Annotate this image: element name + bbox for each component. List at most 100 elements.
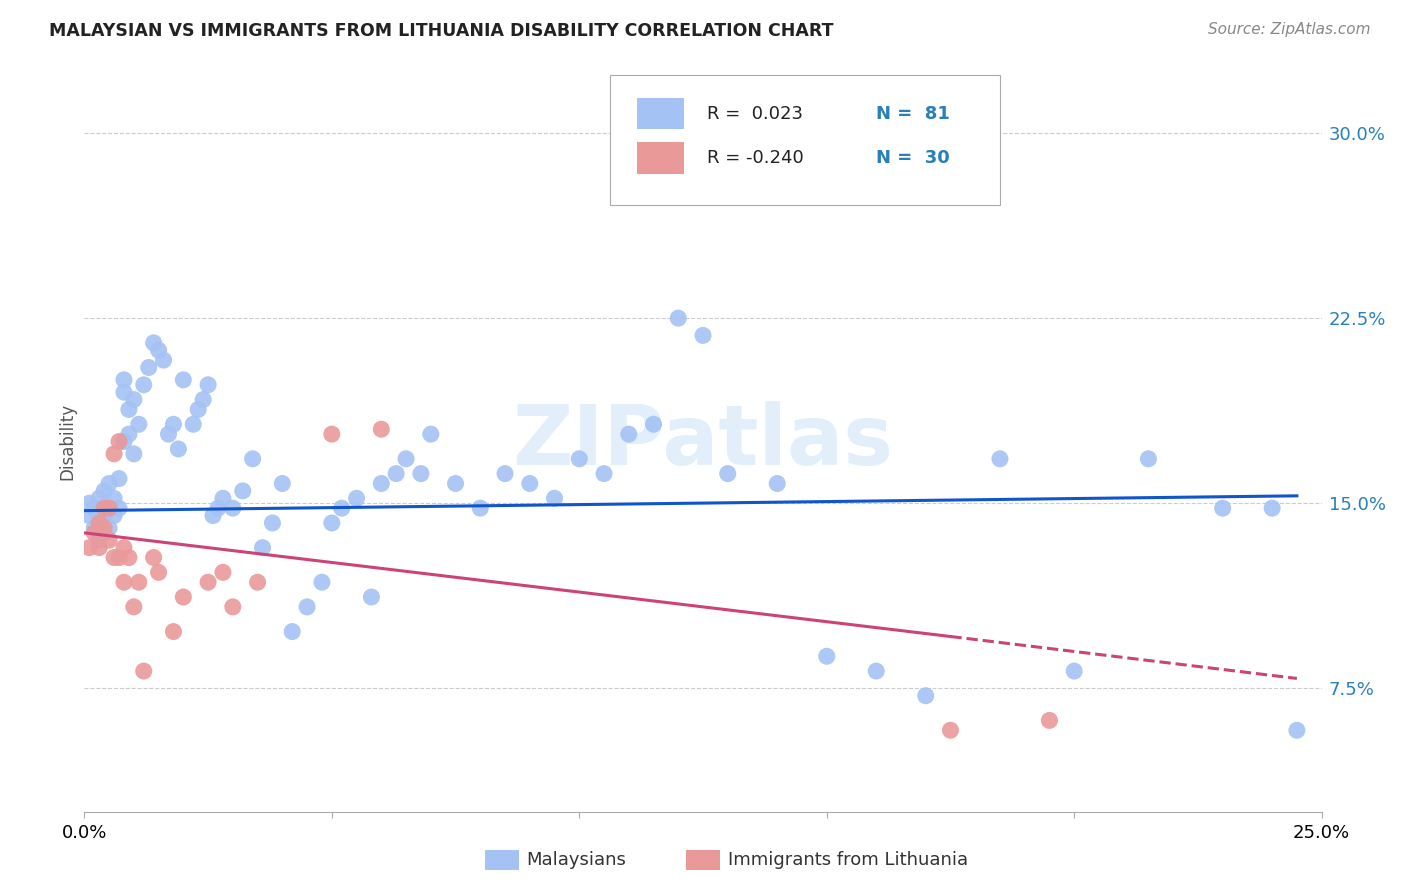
Point xyxy=(212,566,235,580)
Point xyxy=(1137,451,1160,466)
Point xyxy=(98,521,121,535)
Text: N =  30: N = 30 xyxy=(876,149,950,167)
Point xyxy=(865,664,887,678)
Point xyxy=(162,417,184,432)
Point xyxy=(360,590,382,604)
Point xyxy=(89,508,111,523)
Point xyxy=(98,501,121,516)
Point xyxy=(252,541,274,555)
Point xyxy=(311,575,333,590)
Point xyxy=(543,491,565,506)
Point xyxy=(108,434,131,449)
Point xyxy=(118,550,141,565)
Point xyxy=(202,508,225,523)
Point xyxy=(142,335,165,350)
Point xyxy=(93,508,115,523)
Point xyxy=(1261,501,1284,516)
Point xyxy=(568,451,591,466)
Point xyxy=(83,525,105,540)
Point xyxy=(593,467,616,481)
Point xyxy=(112,385,135,400)
Point xyxy=(93,501,115,516)
Point xyxy=(122,599,145,614)
Point xyxy=(112,575,135,590)
Point xyxy=(444,476,467,491)
Point xyxy=(395,451,418,466)
Point xyxy=(162,624,184,639)
Point xyxy=(167,442,190,456)
Point xyxy=(321,427,343,442)
Point xyxy=(79,496,101,510)
Point xyxy=(246,575,269,590)
Point xyxy=(112,373,135,387)
Text: Source: ZipAtlas.com: Source: ZipAtlas.com xyxy=(1208,22,1371,37)
FancyBboxPatch shape xyxy=(610,75,1000,204)
Point xyxy=(1063,664,1085,678)
Point xyxy=(692,328,714,343)
Point xyxy=(346,491,368,506)
Point xyxy=(138,360,160,375)
Point xyxy=(93,483,115,498)
Point xyxy=(108,550,131,565)
Text: ZIPatlas: ZIPatlas xyxy=(513,401,893,482)
Point xyxy=(1038,714,1060,728)
Point xyxy=(1212,501,1234,516)
Point xyxy=(98,476,121,491)
Point xyxy=(157,427,180,442)
Point xyxy=(103,550,125,565)
Point xyxy=(108,471,131,485)
Point xyxy=(83,501,105,516)
Point xyxy=(187,402,209,417)
Text: R = -0.240: R = -0.240 xyxy=(707,149,803,167)
Point xyxy=(191,392,214,407)
Point xyxy=(519,476,541,491)
Point xyxy=(295,599,318,614)
Point xyxy=(197,575,219,590)
Point xyxy=(419,427,441,442)
Point xyxy=(103,491,125,506)
Point xyxy=(89,491,111,506)
Point xyxy=(118,402,141,417)
Point xyxy=(939,723,962,738)
Point xyxy=(132,664,155,678)
Point xyxy=(98,533,121,548)
Point xyxy=(222,599,245,614)
Point xyxy=(142,550,165,565)
Text: N =  81: N = 81 xyxy=(876,104,950,122)
Point xyxy=(470,501,492,516)
Point xyxy=(370,476,392,491)
Point xyxy=(242,451,264,466)
Point xyxy=(914,689,936,703)
Text: Immigrants from Lithuania: Immigrants from Lithuania xyxy=(728,851,969,869)
Point xyxy=(385,467,408,481)
Point xyxy=(207,501,229,516)
Point xyxy=(128,417,150,432)
FancyBboxPatch shape xyxy=(637,98,685,129)
Point xyxy=(128,575,150,590)
Point xyxy=(197,377,219,392)
Point xyxy=(717,467,740,481)
Point xyxy=(79,541,101,555)
Point xyxy=(93,525,115,540)
Point xyxy=(98,501,121,516)
Point xyxy=(79,508,101,523)
Point xyxy=(93,521,115,535)
Point xyxy=(815,649,838,664)
Point xyxy=(643,417,665,432)
Point xyxy=(148,566,170,580)
Point xyxy=(330,501,353,516)
Point xyxy=(89,516,111,530)
Point xyxy=(152,353,174,368)
Point xyxy=(118,427,141,442)
Point xyxy=(766,476,789,491)
Point xyxy=(89,541,111,555)
Point xyxy=(112,541,135,555)
Text: Malaysians: Malaysians xyxy=(526,851,626,869)
Point xyxy=(409,467,432,481)
Point xyxy=(172,373,194,387)
Text: R =  0.023: R = 0.023 xyxy=(707,104,803,122)
Point xyxy=(212,491,235,506)
Point xyxy=(222,501,245,516)
Text: MALAYSIAN VS IMMIGRANTS FROM LITHUANIA DISABILITY CORRELATION CHART: MALAYSIAN VS IMMIGRANTS FROM LITHUANIA D… xyxy=(49,22,834,40)
Point xyxy=(232,483,254,498)
